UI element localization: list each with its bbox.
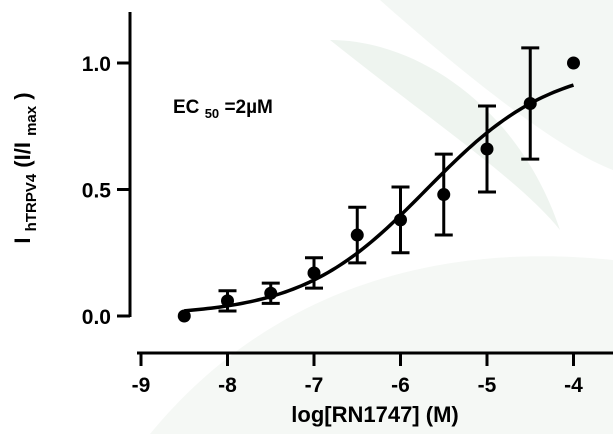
data-point (567, 56, 580, 70)
data-point (350, 228, 364, 242)
error-bars (218, 46, 540, 313)
fit-curve (184, 83, 575, 313)
data-point (221, 294, 234, 308)
data-point (523, 96, 537, 110)
x-tick-label: -9 (132, 374, 151, 397)
y-axis-title-paren-open: (I/I (10, 142, 35, 168)
y-ticks: 0.0 0.5 1.0 (82, 53, 130, 329)
y-axis-title: I hTRPV4 (I/I max ) (10, 92, 41, 243)
x-tick-label: -6 (391, 374, 410, 397)
data-points (177, 56, 580, 323)
y-axis-title-paren-subscript: max (23, 105, 40, 136)
data-point (437, 188, 451, 202)
y-axis-title-main: I (10, 237, 35, 243)
y-tick-label: 1.0 (82, 53, 111, 76)
data-point (264, 286, 278, 300)
y-axis: 0.0 0.5 1.0 (82, 12, 132, 329)
y-tick-label: 0.0 (82, 306, 111, 329)
x-tick-label: -4 (564, 374, 583, 397)
x-axis-title: log[RN1747] (M) (291, 402, 458, 427)
x-ticks: -9 -8 -7 -6 -5 -4 (132, 353, 583, 397)
ec50-annotation-main: EC (173, 97, 200, 118)
ec50-annotation-value: =2µM (224, 97, 272, 118)
y-axis-title-subscript: hTRPV4 (23, 173, 40, 231)
x-tick-label: -5 (478, 374, 497, 397)
data-point (480, 142, 494, 156)
ec50-annotation: EC 50 =2µM (173, 97, 273, 123)
background-decoration (150, 0, 613, 434)
x-tick-label: -8 (218, 374, 237, 397)
data-point (177, 309, 191, 323)
x-axis: -9 -8 -7 -6 -5 -4 (132, 351, 613, 397)
data-point (394, 213, 407, 227)
data-point (307, 266, 321, 280)
y-axis-title-paren-close: ) (10, 92, 35, 99)
ec50-annotation-subscript: 50 (205, 106, 219, 121)
y-tick-label: 0.5 (82, 180, 112, 203)
x-tick-label: -7 (305, 374, 324, 397)
